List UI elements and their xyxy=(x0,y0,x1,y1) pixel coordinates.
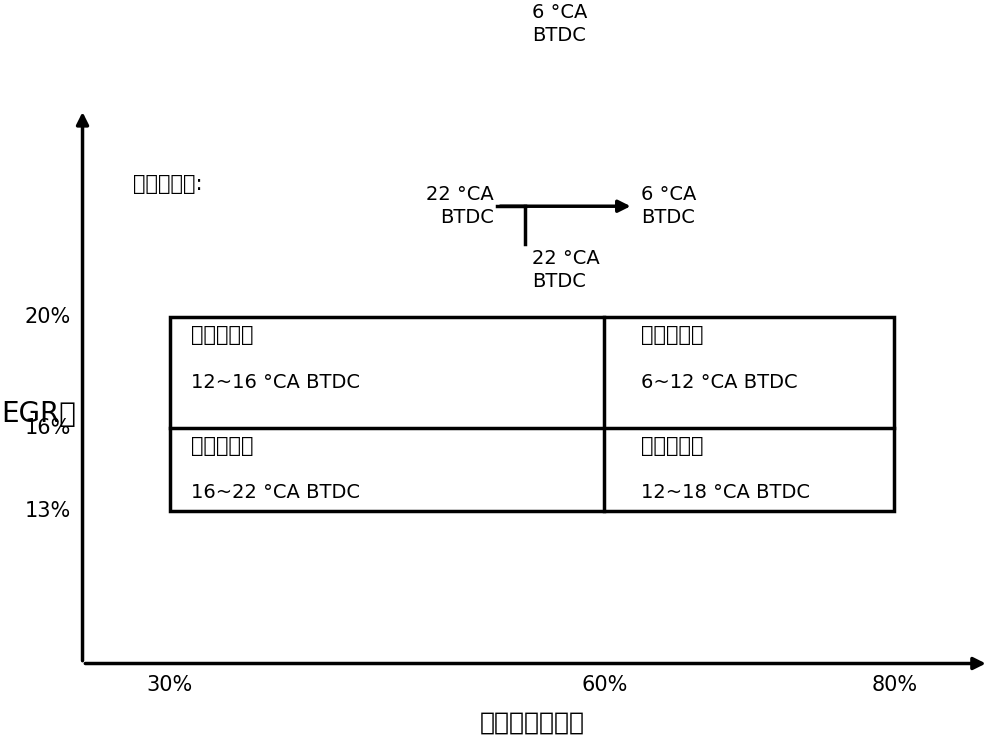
Text: 16%: 16% xyxy=(25,418,71,438)
Text: 6~12 °CA BTDC: 6~12 °CA BTDC xyxy=(641,373,797,392)
Text: 80%: 80% xyxy=(871,675,917,694)
Text: 12~16 °CA BTDC: 12~16 °CA BTDC xyxy=(191,373,360,392)
Text: 6 °CA
BTDC: 6 °CA BTDC xyxy=(641,185,696,227)
Text: EGR率: EGR率 xyxy=(2,400,76,428)
Bar xyxy=(170,317,894,511)
Text: 点火提前角: 点火提前角 xyxy=(641,325,703,345)
Text: 16~22 °CA BTDC: 16~22 °CA BTDC xyxy=(191,483,360,503)
Text: 6 °CA
BTDC: 6 °CA BTDC xyxy=(532,3,587,46)
Text: 22 °CA
BTDC: 22 °CA BTDC xyxy=(426,185,494,227)
Text: 12~18 °CA BTDC: 12~18 °CA BTDC xyxy=(641,483,810,503)
Text: 30%: 30% xyxy=(146,675,193,694)
Text: 60%: 60% xyxy=(581,675,628,694)
Text: 13%: 13% xyxy=(25,501,71,521)
Text: 点火提前角: 点火提前角 xyxy=(191,435,254,455)
Text: 掺氢体积百分比: 掺氢体积百分比 xyxy=(479,711,584,734)
Text: 点火提前角:: 点火提前角: xyxy=(133,174,203,194)
Text: 20%: 20% xyxy=(25,307,71,327)
Text: 点火提前角: 点火提前角 xyxy=(641,435,703,455)
Text: 22 °CA
BTDC: 22 °CA BTDC xyxy=(532,249,600,292)
Text: 点火提前角: 点火提前角 xyxy=(191,325,254,345)
